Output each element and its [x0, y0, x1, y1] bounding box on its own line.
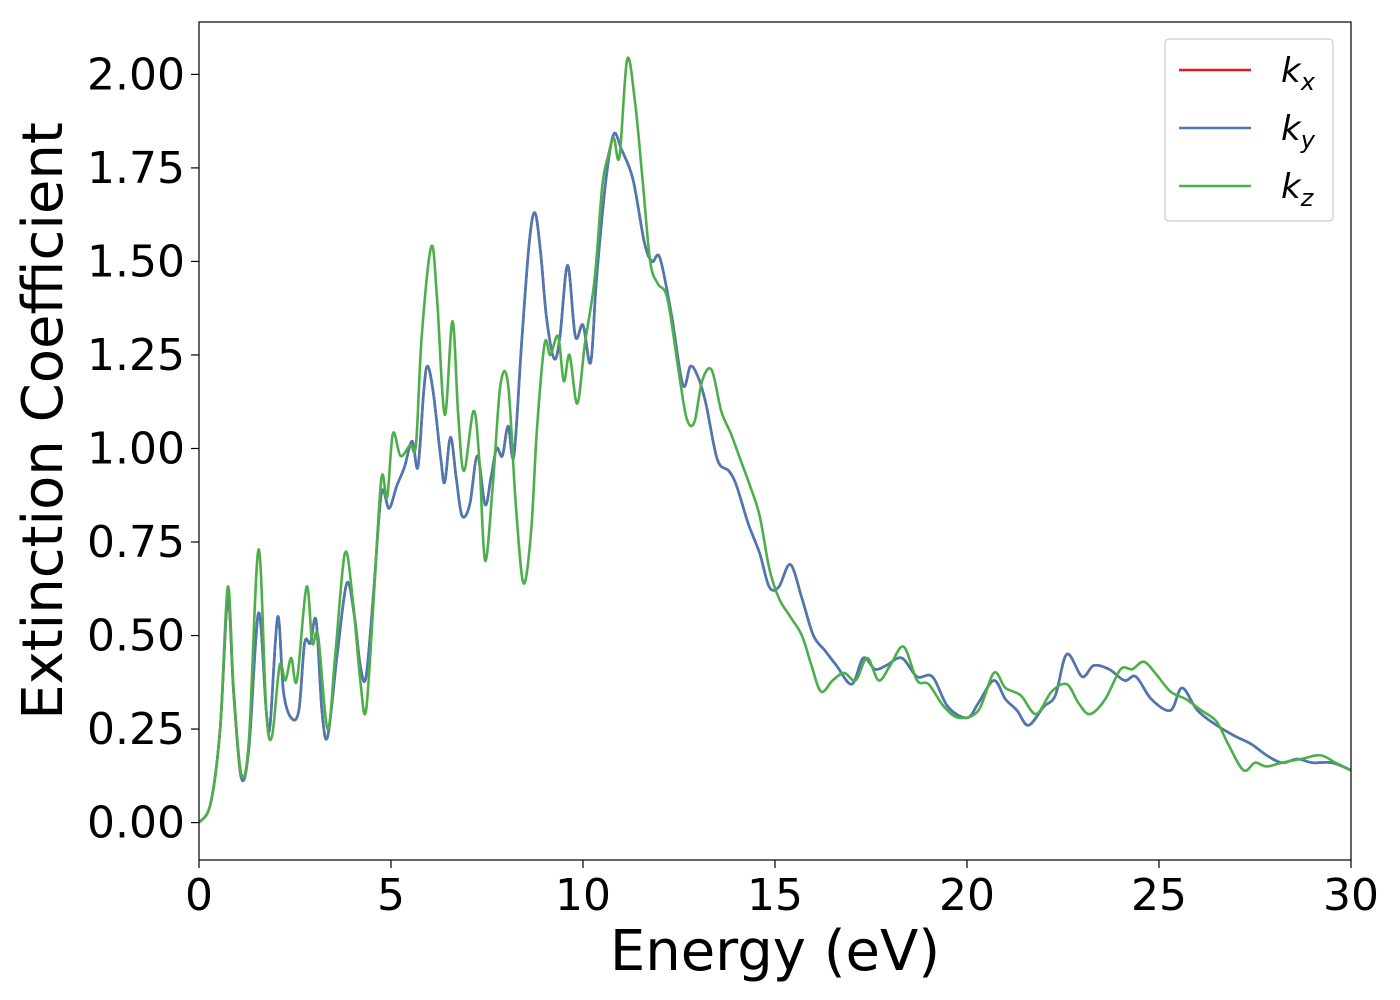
- legend-label-ky: ky: [1281, 109, 1316, 154]
- legend-label-kz: kz: [1281, 167, 1315, 212]
- y-tick-label: 1.50: [87, 236, 185, 287]
- legend: kx ky kz: [1164, 38, 1334, 222]
- y-tick-label: 1.25: [87, 330, 185, 381]
- y-tick-label: 0.75: [87, 517, 185, 568]
- x-tick-label: 30: [1323, 870, 1379, 921]
- series-line-kz: [199, 56, 1351, 824]
- legend-label-kx: kx: [1281, 51, 1316, 96]
- y-tick-label: 1.00: [87, 423, 185, 474]
- y-axis-label: Extinction Coefficient: [11, 122, 76, 720]
- y-axis-ticks: 0.00 0.25 0.50 0.75 1.00 1.25 1.50 1.75 2.00: [87, 49, 199, 849]
- x-axis-ticks: 0 5 10 15 20 25 30: [185, 860, 1379, 921]
- x-tick-label: 20: [939, 870, 995, 921]
- x-tick-label: 10: [555, 870, 611, 921]
- x-tick-label: 15: [747, 870, 803, 921]
- x-tick-label: 0: [185, 870, 213, 921]
- y-tick-label: 0.25: [87, 704, 185, 755]
- x-tick-label: 25: [1131, 870, 1187, 921]
- y-tick-label: 0.50: [87, 611, 185, 662]
- x-axis-label: Energy (eV): [610, 919, 940, 984]
- y-tick-label: 2.00: [87, 49, 185, 100]
- y-tick-label: 0.00: [87, 798, 185, 849]
- series-layer: [199, 56, 1351, 824]
- y-tick-label: 1.75: [87, 143, 185, 194]
- legend-box: [1164, 38, 1334, 222]
- x-tick-label: 5: [377, 870, 405, 921]
